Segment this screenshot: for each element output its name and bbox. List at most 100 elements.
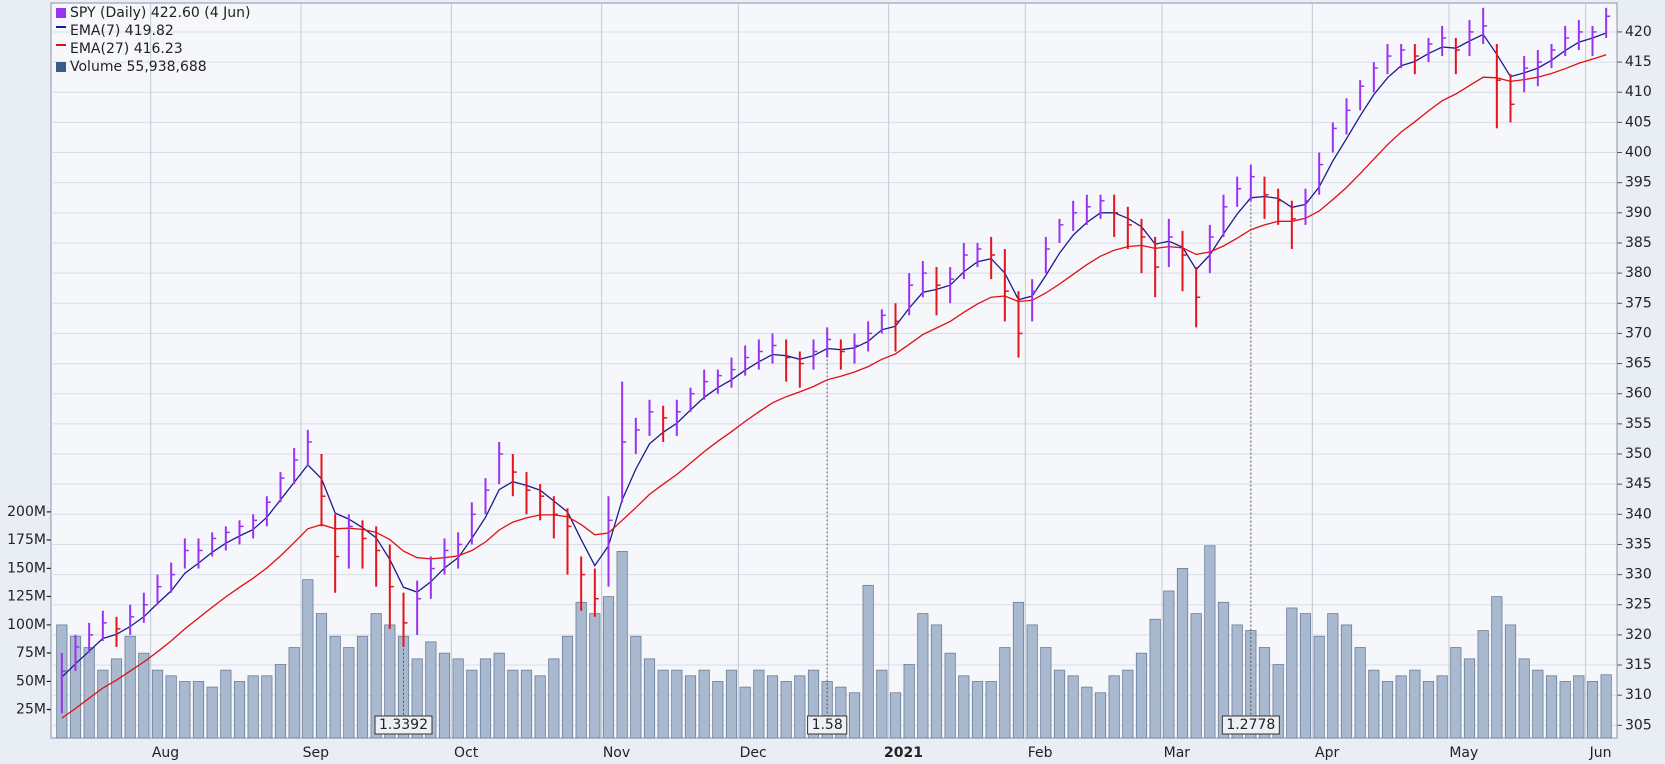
volume-bar [1122,669,1134,739]
annotation-label: 1.58 [812,717,843,733]
volume-bar [889,692,902,739]
volume-bar [1409,669,1421,739]
volume-bar [274,664,287,739]
volume-bar [1491,596,1503,739]
volume-bar [575,601,587,739]
volume-bar [302,579,314,739]
annotation-box [374,715,433,735]
volume-tick-label: 50M- [16,673,51,689]
volume-bar [1108,675,1120,739]
x-tick-label: Oct [454,745,479,761]
x-tick-label: Sep [303,745,330,761]
volume-bar [83,647,95,739]
volume-bar [917,613,929,739]
volume-bar [1149,618,1161,739]
legend-entry: EMA(27) 416.23 [70,41,183,57]
volume-bar [999,647,1011,739]
volume-bar [1450,647,1462,739]
y-tick-label: 350 [1625,446,1652,462]
volume-bar [1135,652,1148,739]
volume-bar [684,675,697,739]
volume-bar [616,551,628,739]
volume-tick-label: 75M- [16,645,51,661]
volume-bar [425,641,437,739]
volume-bar [1422,681,1435,739]
volume-bar [780,681,792,739]
annotation: 1.3392 [374,715,433,735]
y-tick-label: 385 [1625,235,1652,251]
volume-bar [479,658,492,739]
y-tick-label: 360 [1625,386,1652,402]
volume-bar [520,669,533,739]
volume-bar [1573,675,1585,739]
volume-tick-label: 150M- [7,560,51,576]
y-tick-label: 410 [1625,84,1652,100]
plot-area [50,2,1618,739]
annotation-label: 1.2778 [1226,717,1275,733]
volume-bar [1094,692,1107,739]
y-tick-label: 355 [1625,416,1652,432]
annotation-box [807,715,848,735]
volume-bar [1327,613,1339,739]
x-tick-label: Aug [152,745,179,761]
volume-bar [698,669,710,739]
y-tick-label: 420 [1625,24,1652,40]
legend-swatch [56,44,66,46]
volume-bar [493,652,505,739]
x-tick-label: Mar [1164,745,1191,761]
y-tick-label: 305 [1625,717,1652,733]
volume-bar [643,658,656,739]
volume-bar [1313,635,1325,739]
y-tick-label: 415 [1625,54,1652,70]
volume-bar [1067,675,1079,739]
legend-swatch [56,62,66,72]
volume-bar [1081,686,1093,739]
volume-bar [1190,613,1202,739]
y-tick-label: 395 [1625,175,1652,191]
x-tick-label: Jun [1589,745,1612,761]
volume-bar [1012,601,1025,739]
volume-bar [1504,624,1517,739]
volume-bar [1040,647,1052,739]
volume-bar [1053,669,1066,739]
x-tick-label: Feb [1028,745,1053,761]
volume-bar [821,681,833,739]
y-tick-label: 365 [1625,356,1652,372]
volume-bar [725,669,738,739]
volume-bar [807,669,820,739]
legend-entry: Volume 55,938,688 [70,59,207,75]
volume-bar [1368,669,1380,739]
volume-bar [739,686,751,739]
volume-bar [466,669,478,739]
x-tick-label: Apr [1315,745,1339,761]
volume-tick-label: 125M- [7,589,51,605]
volume-bar [1163,590,1175,739]
y-tick-label: 340 [1625,506,1652,522]
volume-bar [1231,624,1243,739]
volume-bar [507,669,519,739]
volume-tick-label: 25M- [16,702,51,718]
volume-bar [1354,647,1366,739]
volume-bar [1436,675,1448,739]
volume-bar [766,675,779,739]
y-tick-label: 315 [1625,657,1652,673]
x-tick-label: Dec [740,745,767,761]
volume-bar [315,613,328,739]
legend-swatch [56,26,66,28]
x-tick-label: May [1449,745,1478,761]
volume-bar [1299,613,1312,739]
volume-bar [329,635,341,739]
y-tick-label: 320 [1625,627,1652,643]
volume-bar [97,669,109,739]
volume-bar [1463,658,1476,739]
volume-bar [110,658,123,739]
legend-swatch [56,8,66,18]
volume-bar [452,658,464,739]
legend-entry: SPY (Daily) 422.60 (4 Jun) [70,5,250,21]
volume-bar [971,681,984,739]
volume-bar [848,692,861,739]
ema-line [61,32,1607,678]
volume-bar [1381,681,1394,739]
y-tick-label: 330 [1625,567,1652,583]
volume-bar [1272,664,1284,739]
